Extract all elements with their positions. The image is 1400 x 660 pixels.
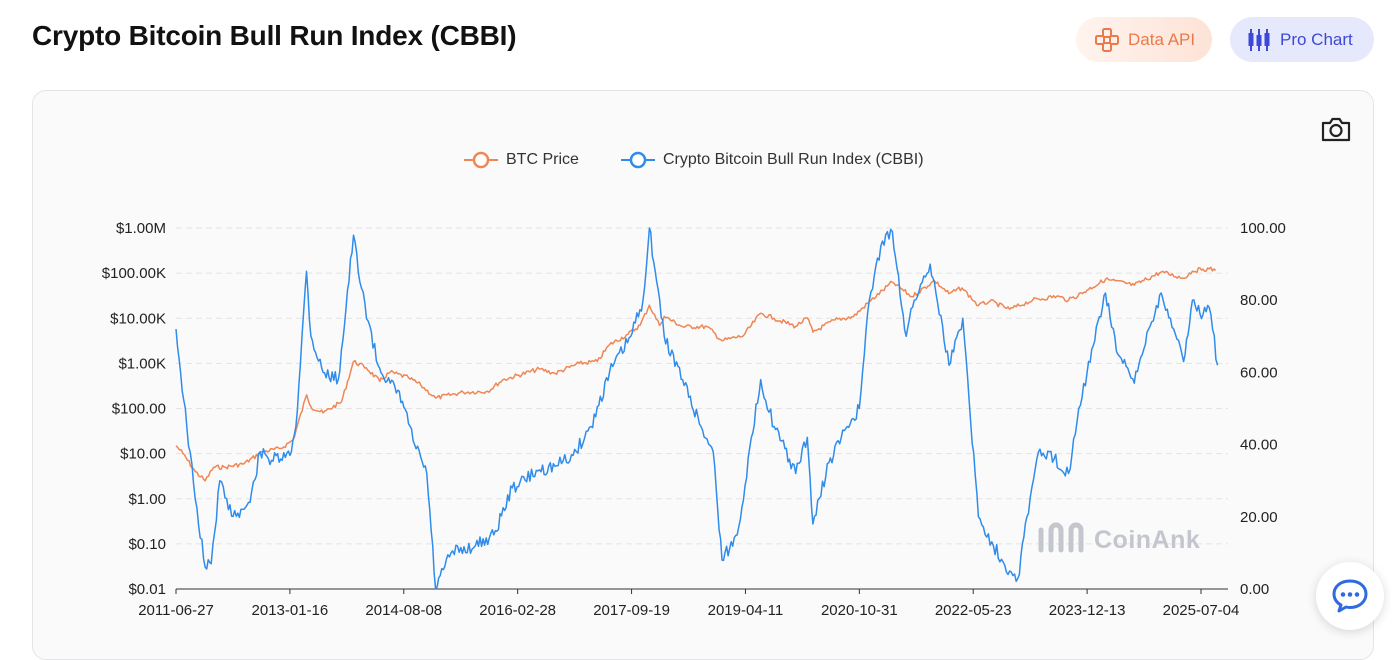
x-tick-label: 2017-09-19 bbox=[593, 602, 670, 619]
x-tick-label: 2011-06-27 bbox=[138, 602, 214, 619]
pro-chart-label: Pro Chart bbox=[1280, 29, 1353, 49]
y-left-tick-label: $1.00M bbox=[116, 220, 166, 237]
page-title: Crypto Bitcoin Bull Run Index (CBBI) bbox=[32, 20, 517, 51]
chart-card bbox=[32, 90, 1374, 660]
api-icon bbox=[1095, 27, 1119, 52]
x-tick-label: 2022-05-23 bbox=[935, 602, 1012, 619]
legend-marker-btc-price bbox=[464, 151, 498, 169]
x-tick-label: 2025-07-04 bbox=[1163, 602, 1240, 619]
x-tick-label: 2023-12-13 bbox=[1049, 602, 1126, 619]
legend-marker-cbbi bbox=[621, 151, 655, 169]
x-tick-label: 2016-02-28 bbox=[479, 602, 556, 619]
x-tick-label: 2014-08-08 bbox=[365, 602, 442, 619]
series-line-btc-price bbox=[175, 266, 1217, 482]
y-right-tick-label: 60.00 bbox=[1240, 364, 1278, 381]
candlestick-icon bbox=[1248, 28, 1270, 51]
x-tick-label: 2020-10-31 bbox=[821, 602, 898, 619]
legend-item-btc-price[interactable]: BTC Price bbox=[464, 146, 579, 174]
chat-bubble-icon bbox=[1332, 579, 1368, 613]
watermark-text: CoinAnk bbox=[1094, 525, 1201, 554]
y-left-tick-label: $0.10 bbox=[128, 536, 166, 553]
data-api-label: Data API bbox=[1128, 29, 1196, 49]
series-line-cbbi bbox=[175, 227, 1219, 590]
pro-chart-button[interactable]: Pro Chart bbox=[1230, 17, 1374, 62]
y-left-tick-label: $1.00K bbox=[118, 355, 166, 372]
y-right-tick-label: 0.00 bbox=[1240, 581, 1269, 598]
y-left-tick-label: $1.00 bbox=[128, 491, 166, 508]
coinank-logo-icon bbox=[1038, 522, 1084, 553]
camera-icon[interactable] bbox=[1320, 114, 1352, 144]
data-api-button[interactable]: Data API bbox=[1076, 17, 1212, 62]
y-left-tick-label: $100.00K bbox=[102, 265, 166, 282]
y-left-tick-label: $0.01 bbox=[128, 581, 166, 598]
y-right-tick-label: 100.00 bbox=[1240, 220, 1286, 237]
page-header: Crypto Bitcoin Bull Run Index (CBBI) Dat… bbox=[0, 0, 1400, 82]
chart-plot: $0.01 $0.10 $1.00 $10.00 $100.00 $1.00K $10.00… bbox=[102, 220, 1286, 619]
watermark: CoinAnk bbox=[1036, 520, 1200, 560]
y-left-tick-label: $10.00K bbox=[110, 310, 166, 327]
legend-label-btc-price: BTC Price bbox=[506, 151, 579, 168]
y-right-tick-label: 40.00 bbox=[1240, 437, 1278, 454]
x-tick-label: 2019-04-11 bbox=[708, 602, 784, 619]
y-left-tick-label: $100.00 bbox=[112, 401, 166, 418]
y-left-tick-label: $10.00 bbox=[120, 446, 166, 463]
legend-label-cbbi: Crypto Bitcoin Bull Run Index (CBBI) bbox=[663, 151, 924, 168]
legend-item-cbbi[interactable]: Crypto Bitcoin Bull Run Index (CBBI) bbox=[621, 146, 924, 174]
y-right-tick-label: 20.00 bbox=[1240, 509, 1278, 526]
chart-legend: BTC Price Crypto Bitcoin Bull Run Index … bbox=[0, 146, 1400, 176]
y-right-tick-label: 80.00 bbox=[1240, 292, 1278, 309]
x-tick-label: 2013-01-16 bbox=[252, 602, 329, 619]
chat-button[interactable] bbox=[1316, 562, 1384, 630]
